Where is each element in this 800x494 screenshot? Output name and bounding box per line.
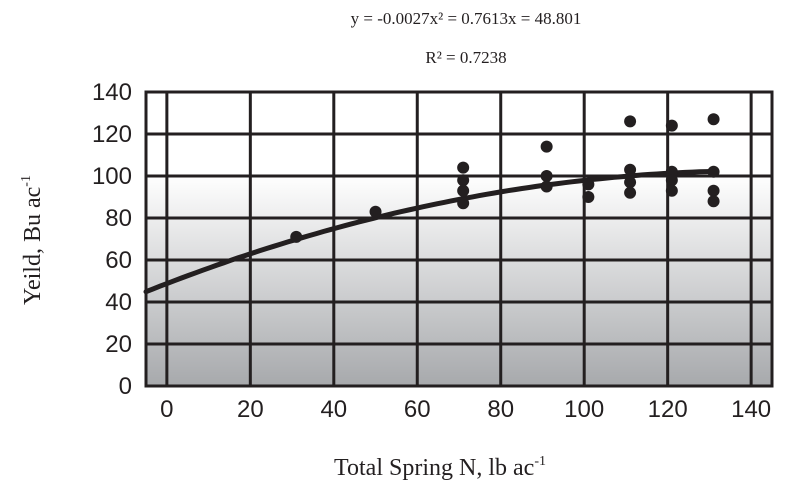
data-point-3	[457, 174, 470, 187]
data-point-16	[665, 165, 678, 178]
data-point-22	[707, 195, 720, 208]
x-tick-label-6: 120	[648, 396, 688, 423]
plot-area	[146, 92, 772, 386]
trend-curve	[143, 168, 717, 295]
data-points	[290, 113, 720, 243]
equation-label: y = -0.0027x² = 0.7613x = 48.801	[351, 9, 582, 28]
data-point-10	[582, 191, 595, 203]
data-point-2	[457, 161, 470, 174]
data-point-9	[582, 178, 595, 191]
y-tick-label-7: 140	[92, 79, 132, 106]
y-axis-label: Yeild, Bu ac-1	[19, 175, 46, 305]
y-tick-label-6: 120	[92, 121, 132, 148]
y-tick-label-2: 40	[105, 289, 132, 316]
trend-curve-group	[143, 168, 717, 295]
y-tick-label-0: 0	[119, 373, 132, 400]
data-point-4	[457, 184, 470, 197]
y-tick-label-3: 60	[105, 247, 132, 274]
x-tick-label-4: 80	[487, 396, 514, 423]
x-tick-label-7: 140	[731, 396, 771, 423]
y-tick-label-1: 20	[105, 331, 132, 358]
data-point-5	[457, 197, 470, 210]
r-squared-label: R² = 0.7238	[425, 48, 506, 67]
data-point-11	[624, 115, 637, 128]
plot-frame	[144, 90, 774, 388]
data-point-8	[540, 180, 553, 193]
data-point-6	[540, 140, 553, 153]
data-point-14	[624, 186, 637, 199]
data-point-17	[665, 174, 678, 187]
data-point-7	[540, 170, 553, 182]
data-point-13	[624, 176, 637, 189]
x-tick-label-2: 40	[320, 396, 347, 423]
data-point-0	[290, 230, 303, 243]
data-point-1	[369, 205, 382, 218]
x-tick-label-1: 20	[237, 396, 264, 423]
x-tick-label-5: 100	[564, 396, 604, 423]
data-point-19	[707, 113, 720, 126]
data-point-18	[665, 184, 678, 197]
data-point-21	[707, 184, 720, 197]
y-tick-label-5: 100	[92, 163, 132, 190]
y-tick-labels: 0 20 40 60 80 100 120 140	[92, 79, 132, 400]
x-tick-labels: 0 20 40 60 80 100 120 140	[160, 396, 771, 423]
x-tick-label-3: 60	[404, 396, 431, 423]
x-axis-label: Total Spring N, lb ac-1	[334, 454, 546, 481]
y-tick-label-4: 80	[105, 205, 132, 232]
data-point-20	[707, 165, 720, 178]
x-tick-label-0: 0	[160, 396, 173, 423]
data-point-12	[624, 163, 637, 176]
data-point-15	[665, 119, 678, 132]
